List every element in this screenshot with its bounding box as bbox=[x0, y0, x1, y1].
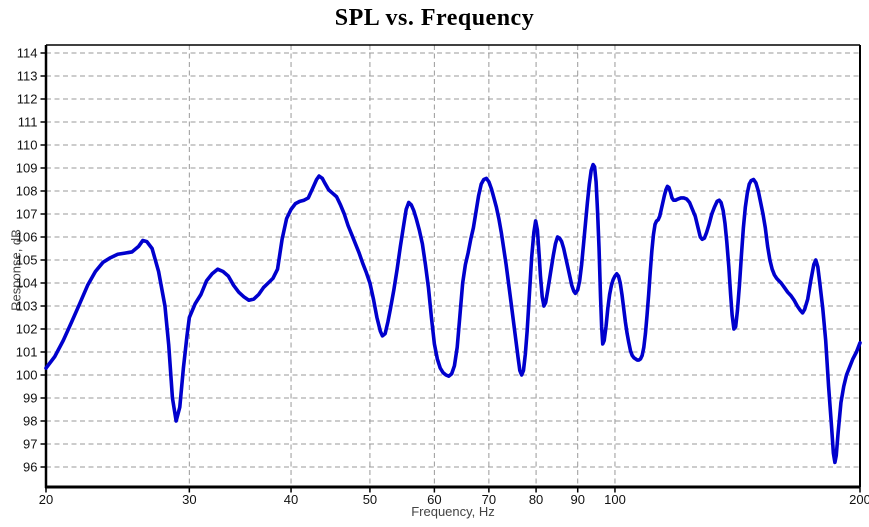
y-tick-label: 97 bbox=[23, 437, 37, 452]
axis-ticks bbox=[40, 52, 861, 493]
y-tick-label: 98 bbox=[23, 414, 37, 429]
y-tick-label: 114 bbox=[17, 46, 38, 61]
y-tick-label: 112 bbox=[17, 92, 38, 107]
x-tick-label: 50 bbox=[363, 492, 377, 507]
y-tick-label: 108 bbox=[16, 184, 38, 199]
axis-border bbox=[44, 44, 861, 489]
x-tick-label: 30 bbox=[182, 492, 196, 507]
data-series bbox=[44, 162, 862, 465]
y-tick-label: 110 bbox=[17, 138, 38, 153]
y-tick-label: 105 bbox=[16, 253, 38, 268]
x-tick-label: 20 bbox=[39, 492, 53, 507]
x-tick-label: 200 bbox=[849, 492, 869, 507]
y-tick-label: 106 bbox=[16, 230, 38, 245]
y-tick-label: 100 bbox=[16, 368, 38, 383]
y-tick-label: 111 bbox=[18, 115, 38, 130]
x-axis-label: Frequency, Hz bbox=[411, 504, 495, 519]
y-tick-label: 113 bbox=[17, 69, 38, 84]
x-tick-label: 90 bbox=[570, 492, 584, 507]
x-tick-label: 100 bbox=[604, 492, 626, 507]
y-tick-label: 104 bbox=[16, 276, 38, 291]
y-tick-label: 109 bbox=[16, 161, 38, 176]
x-tick-label: 70 bbox=[482, 492, 496, 507]
x-tick-label: 80 bbox=[529, 492, 543, 507]
spl-curve bbox=[44, 162, 862, 465]
x-tick-label: 60 bbox=[427, 492, 441, 507]
y-tick-label: 99 bbox=[23, 391, 37, 406]
y-tick-label: 102 bbox=[16, 322, 38, 337]
gridlines bbox=[46, 45, 860, 487]
x-tick-label: 40 bbox=[284, 492, 298, 507]
y-tick-label: 107 bbox=[16, 207, 38, 222]
tick-labels: 96 97 98 99 100 101 102 103 104 105 106 107 108 109 11… bbox=[16, 46, 869, 508]
y-tick-label: 101 bbox=[16, 345, 38, 360]
chart-title: SPL vs. Frequency bbox=[334, 5, 535, 31]
y-tick-label: 96 bbox=[23, 460, 37, 475]
y-tick-label: 103 bbox=[16, 299, 38, 314]
